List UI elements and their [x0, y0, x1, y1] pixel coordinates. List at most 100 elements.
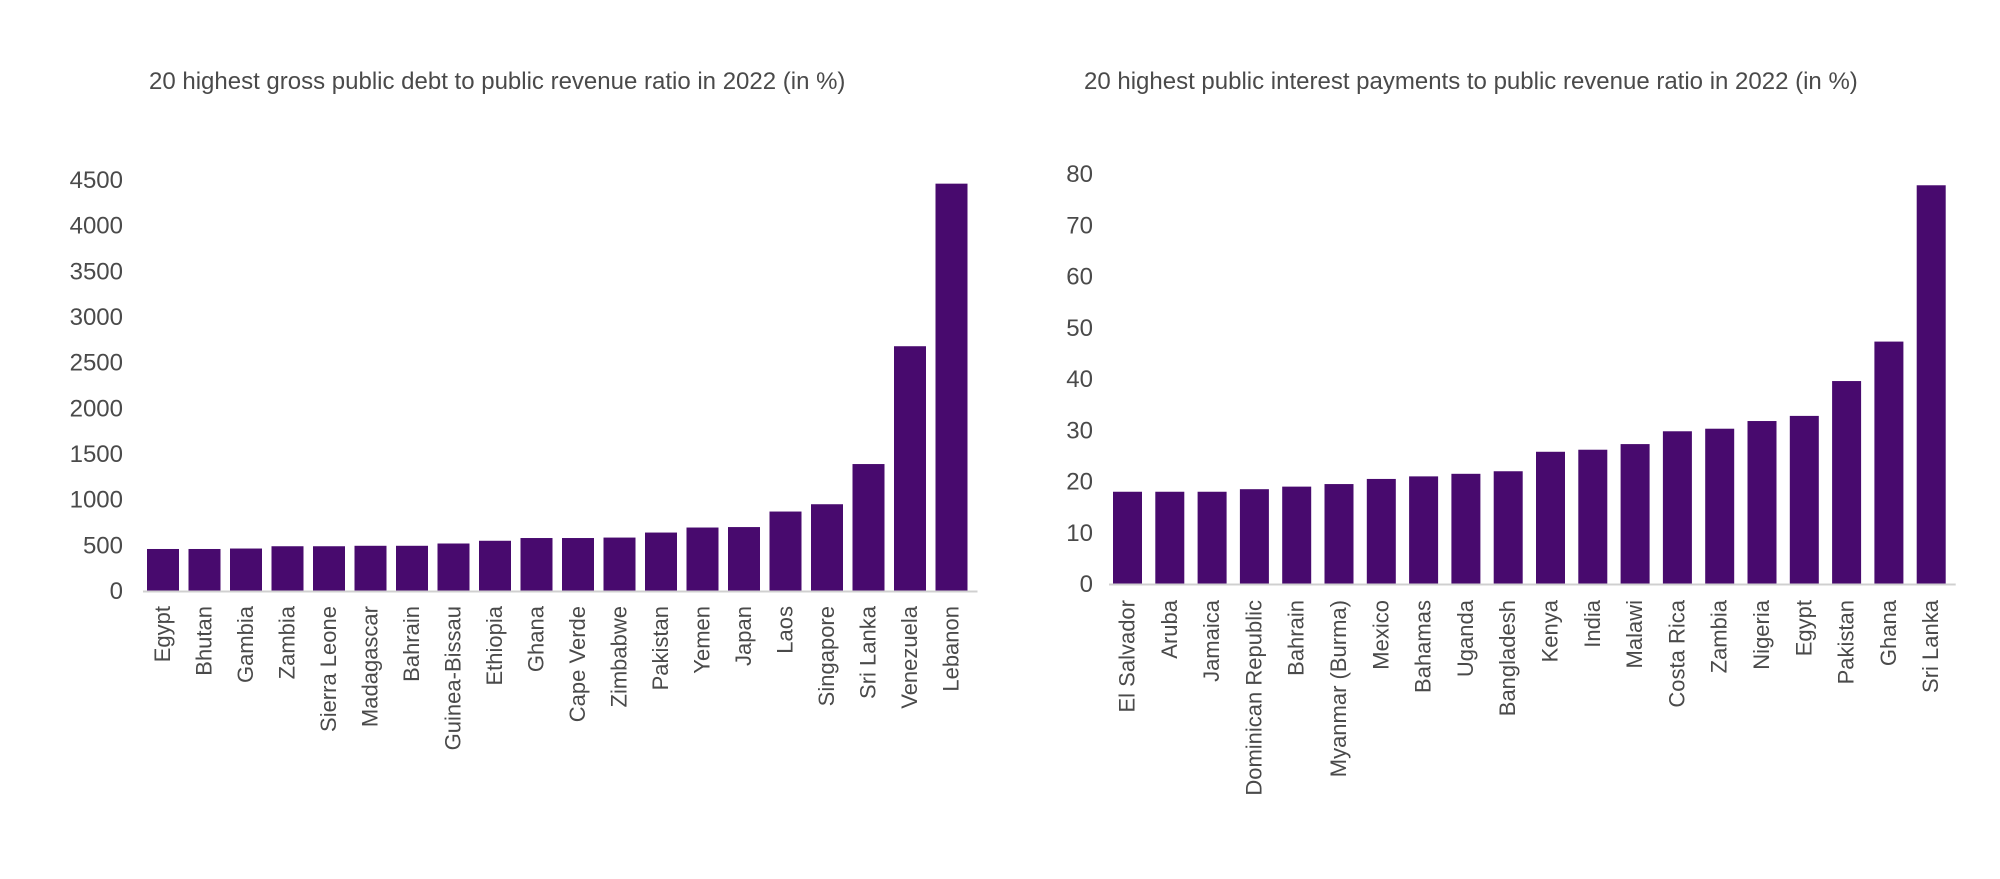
- debt-bar: [811, 504, 843, 591]
- debt-category-label: Singapore: [814, 606, 839, 706]
- debt-ytick-label: 2000: [70, 395, 123, 422]
- debt-bar: [520, 538, 553, 591]
- interest-bar: [1620, 444, 1650, 584]
- debt-category-label: Ghana: [524, 605, 549, 672]
- interest-bar: [1874, 341, 1904, 584]
- interest-category-label: Bangladesh: [1495, 600, 1520, 716]
- interest-category-label: Zambia: [1707, 599, 1732, 673]
- debt-category-label: Madagascar: [358, 606, 383, 727]
- debt-category-label: Pakistan: [648, 606, 673, 690]
- debt-bar: [230, 548, 262, 591]
- debt-ytick-label: 500: [83, 532, 123, 559]
- interest-category-label: El Salvador: [1115, 600, 1140, 713]
- interest-category-label: Ghana: [1876, 599, 1901, 666]
- debt-category-label: Lebanon: [939, 606, 964, 692]
- debt-category-label: Venezuela: [897, 605, 922, 709]
- interest-category-label: Malawi: [1622, 600, 1647, 668]
- interest-ytick-label: 30: [1066, 417, 1093, 444]
- interest-bar: [1197, 491, 1227, 584]
- interest-bar: [1705, 428, 1735, 584]
- debt-bar: [188, 548, 221, 591]
- debt-category-label: Yemen: [690, 606, 715, 674]
- debt-ytick-label: 0: [110, 578, 123, 605]
- debt-category-label: Sierra Leone: [316, 606, 341, 732]
- debt-ytick-label: 1000: [70, 487, 123, 514]
- interest-category-label: Uganda: [1453, 599, 1478, 677]
- interest-bar: [1282, 486, 1312, 584]
- debt-bar: [354, 545, 387, 591]
- debt-category-label: Zimbabwe: [607, 606, 632, 707]
- debt-bar: [396, 545, 428, 591]
- debt-category-label: Sri Lanka: [856, 605, 881, 699]
- interest-bar: [1789, 415, 1819, 584]
- interest-category-label: Bahamas: [1411, 600, 1436, 693]
- interest-ytick-label: 20: [1066, 469, 1093, 496]
- debt-ytick-label: 4500: [70, 167, 123, 194]
- debt-ytick-label: 3500: [70, 258, 123, 285]
- interest-category-label: Aruba: [1157, 599, 1182, 658]
- interest-category-label: India: [1580, 599, 1605, 647]
- interest-category-label: Sri Lanka: [1918, 599, 1943, 693]
- interest-bar: [1239, 489, 1269, 584]
- debt-bar: [769, 511, 802, 591]
- interest-ytick-label: 50: [1066, 315, 1093, 342]
- interest-category-label: Bahrain: [1284, 600, 1309, 676]
- interest-bar: [1409, 476, 1439, 584]
- interest-category-label: Nigeria: [1749, 599, 1774, 669]
- debt-bar: [479, 540, 511, 591]
- debt-category-label: Bhutan: [192, 606, 217, 676]
- interest-category-label: Dominican Republic: [1241, 600, 1266, 796]
- interest-bar: [1366, 478, 1396, 584]
- debt-bar: [271, 546, 304, 591]
- debt-category-label: Laos: [773, 606, 798, 654]
- debt-category-label: Egypt: [150, 606, 175, 662]
- debt-bar: [147, 548, 179, 591]
- interest-bar: [1747, 421, 1777, 584]
- debt-bar: [603, 537, 636, 591]
- interest-category-label: Egypt: [1791, 600, 1816, 656]
- debt-bar: [313, 546, 345, 591]
- interest-ytick-label: 60: [1066, 264, 1093, 291]
- interest-category-label: Kenya: [1538, 599, 1563, 662]
- debt-bar: [894, 346, 926, 591]
- debt-ytick-label: 1500: [70, 441, 123, 468]
- interest-ytick-label: 40: [1066, 366, 1093, 393]
- debt-bar: [935, 183, 968, 592]
- debt-bar: [852, 464, 885, 591]
- interest-category-label: Mexico: [1368, 600, 1393, 670]
- interest-ytick-label: 10: [1066, 520, 1093, 547]
- debt-bar: [437, 543, 470, 591]
- interest-bar: [1578, 449, 1608, 584]
- interest-ytick-label: 0: [1080, 571, 1093, 598]
- debt-category-label: Ethiopia: [482, 605, 507, 685]
- interest-category-label: Pakistan: [1834, 600, 1859, 684]
- chart-title-interest: 20 highest public interest payments to p…: [1084, 68, 1858, 95]
- debt-category-label: Japan: [731, 606, 756, 666]
- debt-ytick-label: 4000: [70, 213, 123, 240]
- interest-bar: [1536, 451, 1565, 584]
- debt-bar: [645, 532, 677, 591]
- interest-category-label: Myanmar (Burma): [1326, 600, 1351, 777]
- interest-ytick-label: 70: [1066, 212, 1093, 239]
- chart-title-debt: 20 highest gross public debt to public r…: [149, 68, 846, 95]
- interest-bar: [1916, 185, 1946, 584]
- interest-bar: [1451, 473, 1481, 584]
- interest-bar: [1662, 431, 1692, 584]
- debt-category-label: Guinea-Bissau: [441, 606, 466, 750]
- debt-category-label: Cape Verde: [565, 606, 590, 722]
- interest-bar: [1324, 484, 1354, 584]
- debt-bar: [728, 527, 760, 591]
- debt-ytick-label: 3000: [70, 304, 123, 331]
- interest-bar: [1155, 491, 1185, 584]
- debt-bar: [686, 527, 719, 591]
- interest-ytick-label: 80: [1066, 161, 1093, 188]
- debt-bar: [562, 538, 594, 591]
- interest-bar: [1493, 471, 1523, 584]
- interest-category-label: Jamaica: [1199, 599, 1224, 682]
- debt-category-label: Gambia: [233, 605, 258, 683]
- interest-category-label: Costa Rica: [1664, 599, 1689, 707]
- debt-category-label: Zambia: [275, 605, 300, 679]
- interest-bar: [1113, 491, 1142, 584]
